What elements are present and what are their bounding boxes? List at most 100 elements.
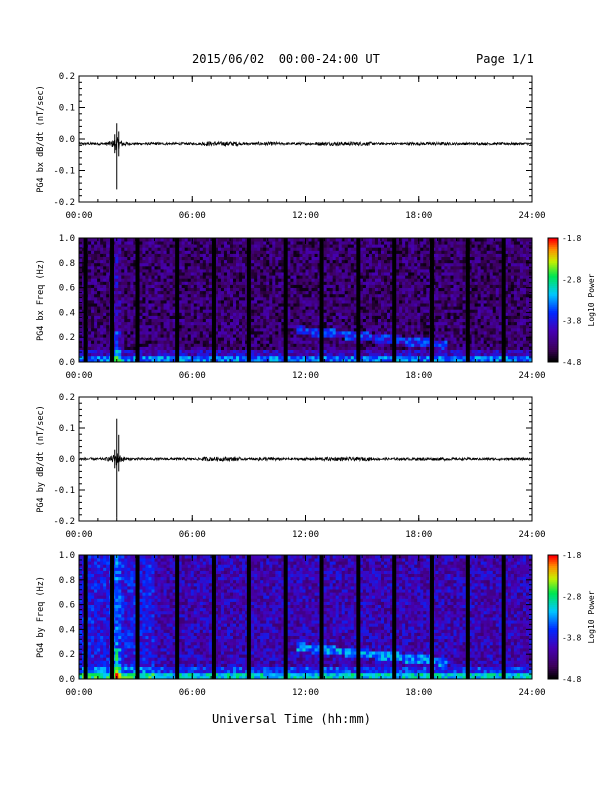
heat-cell	[377, 309, 382, 313]
heat-cell	[335, 290, 340, 295]
heat-cell	[239, 250, 243, 254]
heat-cell	[106, 309, 110, 313]
heat-cell	[374, 259, 379, 264]
heat-cell	[341, 340, 346, 344]
heat-cell	[260, 256, 264, 261]
heat-cell	[402, 265, 406, 270]
heat-cell	[133, 315, 137, 319]
heat-cell	[226, 334, 231, 338]
heat-cell	[287, 327, 291, 332]
heat-cell	[118, 253, 122, 257]
heat-cell	[335, 340, 340, 344]
heat-cell	[139, 343, 143, 347]
heat-cell	[281, 293, 285, 298]
heat-cell	[187, 327, 192, 332]
heat-cell	[269, 275, 273, 279]
heat-cell	[414, 290, 418, 295]
heat-cell	[181, 287, 186, 292]
heat-cell	[335, 244, 340, 248]
heat-cell	[223, 281, 228, 285]
heat-cell	[269, 358, 273, 363]
heat-cell	[223, 355, 228, 360]
heat-cell	[423, 269, 427, 273]
heat-cell	[133, 241, 137, 245]
heat-cell	[79, 312, 83, 316]
heat-cell	[296, 349, 300, 354]
heat-cell	[314, 250, 318, 254]
heat-cell	[269, 269, 273, 273]
heat-cell	[190, 337, 195, 341]
heat-cell	[353, 253, 358, 257]
heat-cell	[106, 272, 110, 276]
heat-cell	[269, 327, 273, 332]
heat-cell	[145, 293, 149, 298]
heat-cell	[374, 269, 379, 273]
heat-cell	[190, 349, 195, 354]
heat-cell	[374, 272, 379, 276]
heat-cell	[239, 244, 243, 248]
heat-cell	[184, 324, 189, 329]
heat-cell	[124, 253, 128, 257]
heat-cell	[124, 272, 128, 276]
heat-cell	[405, 312, 409, 316]
heat-cell	[411, 290, 415, 295]
heat-cell	[154, 296, 158, 301]
heat-cell	[142, 278, 146, 282]
heat-cell	[293, 334, 297, 338]
heat-cell	[115, 287, 119, 292]
heat-cell	[408, 272, 412, 276]
heat-cell	[97, 315, 101, 319]
heat-cell	[317, 244, 321, 248]
heat-cell	[245, 247, 249, 251]
heat-cell	[387, 247, 391, 251]
heat-cell	[266, 290, 270, 295]
heat-cell	[371, 303, 376, 307]
heat-cell	[438, 290, 442, 295]
heat-cell	[377, 278, 382, 282]
heat-cell	[160, 247, 164, 251]
heat-cell	[260, 358, 264, 363]
heat-cell	[341, 278, 346, 282]
heat-cell	[233, 300, 237, 304]
heat-cell	[371, 324, 376, 329]
heat-cell	[130, 256, 134, 261]
heat-cell	[151, 300, 155, 304]
heat-cell	[405, 343, 409, 347]
heat-cell	[384, 337, 388, 341]
heat-cell	[260, 346, 264, 350]
heat-cell	[293, 262, 297, 267]
heat-cell	[338, 340, 343, 344]
heat-cell	[115, 331, 119, 335]
heat-cell	[323, 281, 328, 285]
heat-cell	[127, 312, 131, 316]
heat-cell	[178, 278, 183, 282]
heat-cell	[326, 256, 331, 261]
heat-cell	[396, 315, 400, 319]
heat-cell	[426, 281, 430, 285]
heat-cell	[384, 343, 388, 347]
heat-cell	[127, 321, 131, 326]
heat-cell	[208, 324, 213, 329]
heat-cell	[381, 306, 385, 310]
heat-cell	[88, 259, 92, 264]
heat-cell	[220, 278, 225, 282]
heat-cell	[293, 303, 297, 307]
heat-cell	[308, 300, 312, 304]
heat-cell	[272, 340, 276, 344]
heat-cell	[79, 287, 83, 292]
heat-cell	[184, 269, 189, 273]
heat-cell	[230, 331, 234, 335]
heat-cell	[251, 275, 255, 279]
heat-cell	[260, 343, 264, 347]
heat-cell	[133, 331, 137, 335]
heat-cell	[214, 300, 219, 304]
heat-cell	[187, 296, 192, 301]
heat-cell	[377, 343, 382, 347]
heat-cell	[408, 290, 412, 295]
heat-cell	[299, 337, 303, 341]
heat-cell	[217, 244, 222, 248]
heat-cell	[88, 321, 92, 326]
heat-cell	[245, 340, 249, 344]
heat-cell	[233, 256, 237, 261]
heat-cell	[160, 300, 164, 304]
